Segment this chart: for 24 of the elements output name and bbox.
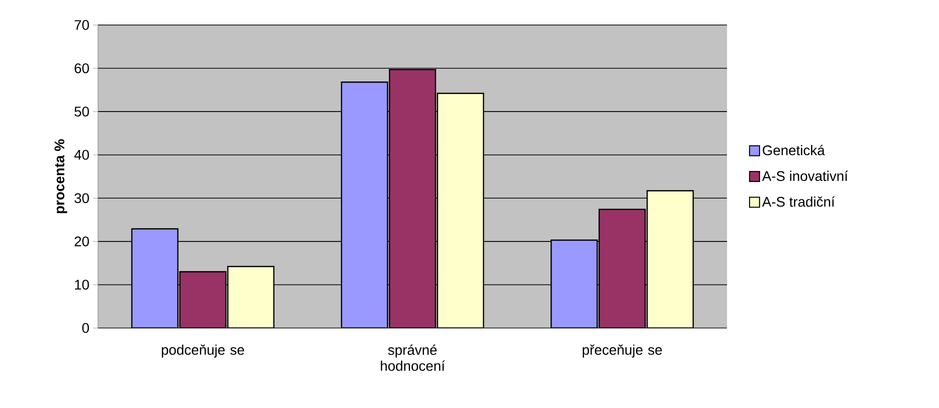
y-tick-label: 30	[74, 193, 89, 204]
bar	[131, 228, 178, 328]
y-tick-label: 70	[74, 20, 89, 30]
x-tick-label: přeceňuje se	[582, 344, 662, 358]
y-tick-label: 10	[75, 280, 89, 290]
y-tick-label: 20	[74, 236, 89, 246]
legend-label: A-S tradiční	[762, 196, 835, 207]
bar	[179, 271, 226, 328]
y-tick-label: 0	[82, 323, 89, 333]
bar	[388, 68, 436, 328]
y-tick-label: 40	[74, 150, 89, 160]
y-tick-label: 60	[74, 63, 89, 74]
bar	[436, 92, 484, 328]
bar	[646, 190, 694, 328]
legend-label: Genetická	[762, 144, 825, 156]
bar	[340, 82, 388, 328]
bar	[598, 208, 646, 328]
legend-label: A-S inovativní	[762, 170, 848, 182]
x-tick-label: podceňuje se	[162, 344, 244, 358]
x-tick-label: správné hodnocení	[380, 344, 445, 371]
y-tick-label: 50	[74, 106, 89, 117]
y-axis-title: procenta %	[54, 139, 68, 214]
bar	[550, 240, 598, 328]
bar	[227, 266, 274, 328]
